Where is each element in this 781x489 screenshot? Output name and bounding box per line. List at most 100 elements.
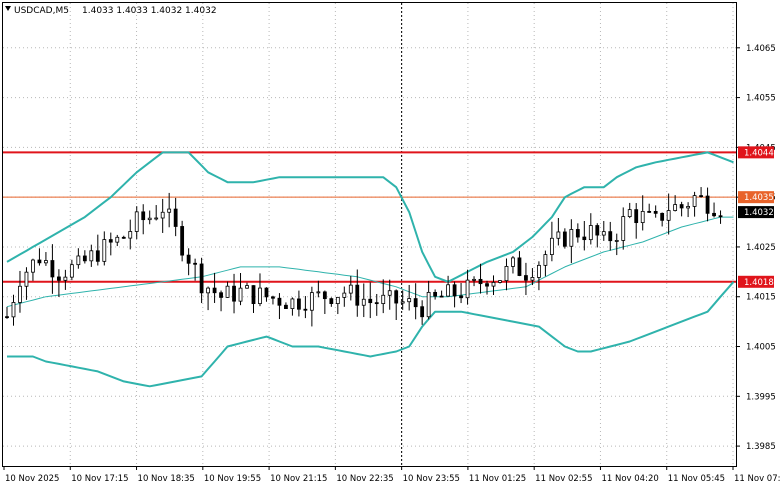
candle[interactable]	[634, 203, 639, 239]
candle[interactable]	[556, 217, 561, 246]
candle[interactable]	[44, 252, 48, 266]
candle[interactable]	[5, 306, 9, 319]
candle[interactable]	[322, 290, 327, 314]
candle[interactable]	[692, 191, 697, 217]
candle[interactable]	[426, 280, 431, 320]
candle[interactable]	[238, 273, 243, 306]
candle[interactable]	[82, 250, 87, 264]
candle[interactable]	[63, 269, 68, 290]
candle[interactable]	[258, 273, 262, 307]
candle[interactable]	[575, 223, 580, 243]
candle[interactable]	[582, 220, 587, 251]
candle[interactable]	[180, 220, 185, 262]
candle[interactable]	[498, 280, 502, 284]
candle[interactable]	[115, 234, 120, 247]
candle[interactable]	[705, 187, 710, 222]
candle[interactable]	[31, 258, 35, 281]
candle[interactable]	[485, 280, 489, 295]
candle[interactable]	[303, 296, 308, 319]
candle[interactable]	[549, 221, 554, 262]
candle[interactable]	[504, 258, 509, 291]
candle[interactable]	[478, 263, 483, 294]
candle[interactable]	[199, 257, 204, 304]
candle[interactable]	[160, 198, 165, 233]
candle[interactable]	[245, 282, 249, 289]
candle[interactable]	[355, 269, 360, 317]
candle[interactable]	[154, 205, 159, 221]
candle[interactable]	[141, 204, 146, 235]
candle[interactable]	[219, 290, 223, 312]
candle[interactable]	[309, 286, 314, 327]
candle[interactable]	[673, 195, 678, 212]
candle[interactable]	[614, 233, 619, 256]
candle[interactable]	[173, 197, 178, 237]
candle[interactable]	[439, 290, 444, 298]
candle[interactable]	[666, 193, 671, 235]
candle[interactable]	[653, 205, 658, 218]
candle[interactable]	[56, 269, 61, 297]
candle[interactable]	[297, 290, 301, 317]
candle[interactable]	[264, 287, 269, 302]
chart-menu-triangle-icon[interactable]	[5, 6, 11, 11]
candle[interactable]	[562, 228, 567, 249]
candle[interactable]	[608, 221, 613, 251]
candle[interactable]	[543, 250, 548, 277]
candle[interactable]	[134, 206, 139, 240]
horizontal-levels[interactable]	[3, 151, 736, 283]
candle[interactable]	[601, 221, 606, 241]
candle[interactable]	[679, 201, 684, 217]
candle[interactable]	[69, 259, 74, 281]
candle[interactable]	[465, 269, 470, 305]
candle[interactable]	[621, 207, 626, 250]
candle[interactable]	[511, 256, 515, 274]
candle[interactable]	[452, 281, 457, 308]
candle[interactable]	[712, 202, 716, 218]
candle[interactable]	[660, 212, 665, 227]
candle[interactable]	[530, 268, 535, 286]
candle[interactable]	[342, 286, 347, 307]
candle[interactable]	[413, 283, 418, 320]
candle[interactable]	[394, 289, 399, 320]
candle[interactable]	[121, 235, 126, 239]
candle[interactable]	[459, 283, 463, 304]
candle[interactable]	[400, 290, 405, 310]
candle[interactable]	[225, 281, 230, 298]
candle[interactable]	[212, 272, 217, 303]
candle[interactable]	[699, 187, 703, 198]
candle[interactable]	[128, 219, 133, 250]
candle[interactable]	[102, 231, 107, 266]
candle[interactable]	[89, 244, 94, 267]
candle[interactable]	[595, 223, 600, 248]
candle[interactable]	[569, 219, 574, 264]
candle[interactable]	[193, 258, 198, 281]
candle[interactable]	[329, 297, 334, 307]
candle[interactable]	[18, 270, 22, 313]
candle[interactable]	[718, 210, 723, 224]
candle[interactable]	[361, 283, 366, 318]
candle[interactable]	[387, 279, 392, 310]
candle[interactable]	[627, 202, 632, 219]
candle[interactable]	[537, 261, 541, 291]
candle[interactable]	[316, 280, 321, 298]
candle[interactable]	[446, 275, 450, 297]
candle[interactable]	[640, 195, 645, 231]
candle[interactable]	[37, 248, 42, 266]
candle[interactable]	[517, 251, 522, 277]
candle[interactable]	[472, 276, 476, 287]
candle[interactable]	[232, 273, 236, 314]
candle[interactable]	[686, 202, 691, 218]
candle[interactable]	[348, 275, 353, 301]
candle[interactable]	[407, 284, 412, 311]
candle[interactable]	[368, 282, 373, 319]
candle[interactable]	[271, 295, 275, 305]
candle[interactable]	[251, 285, 256, 313]
candle[interactable]	[147, 210, 152, 225]
candle[interactable]	[186, 248, 191, 276]
candle[interactable]	[108, 232, 113, 256]
candle[interactable]	[95, 234, 100, 266]
candle[interactable]	[420, 300, 425, 325]
candle[interactable]	[50, 244, 55, 294]
candles[interactable]	[5, 187, 723, 327]
candle[interactable]	[524, 262, 528, 296]
